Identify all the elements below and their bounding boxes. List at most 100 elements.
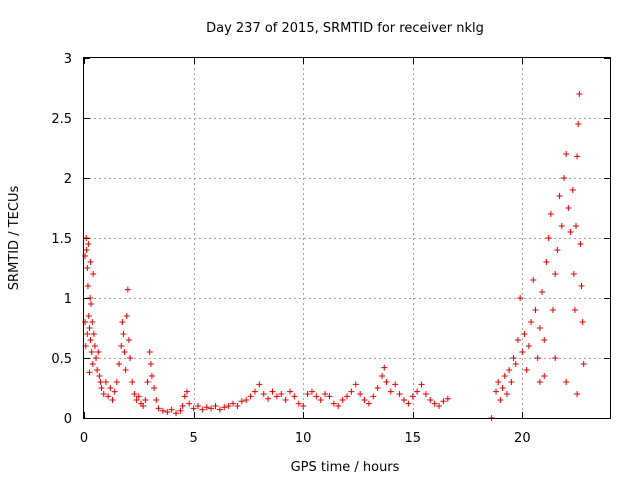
data-point [530,277,537,283]
data-point [552,355,559,361]
data-point [556,193,563,199]
data-point [291,393,298,400]
data-point [335,403,342,409]
data-point [131,391,138,397]
data-point [370,393,377,400]
data-point [579,319,586,325]
plot-frame [83,57,611,419]
data-point [91,343,98,349]
data-point [552,271,559,277]
data-point [96,373,103,379]
data-point [83,247,90,253]
y-tick-label: 2.5 [51,112,72,127]
data-point [84,331,91,337]
data-point [569,187,576,193]
data-point [234,403,241,409]
data-point [88,349,95,355]
data-point [326,393,333,400]
data-point [510,355,517,361]
y-tick-label: 0 [64,412,72,427]
data-point [238,398,245,405]
data-point [123,313,130,319]
data-point [105,393,112,400]
data-point [142,397,149,403]
data-point [550,307,557,313]
data-point [147,361,154,367]
data-point [94,367,101,373]
data-point [278,391,285,397]
data-point [497,397,504,403]
data-point [539,289,546,295]
data-point [282,397,289,403]
data-point [575,121,582,127]
data-point [118,343,125,349]
data-point [82,319,89,325]
x-tick-label: 0 [80,431,88,446]
data-point [251,388,258,395]
data-point [576,91,583,97]
data-point [295,400,302,407]
data-point [573,223,580,229]
data-point [499,385,506,391]
data-point [125,337,132,343]
data-point [501,373,508,379]
data-point [422,391,429,397]
data-point [521,331,528,337]
chart-title: Day 237 of 2015, SRMTID for receiver nkl… [206,21,484,36]
data-point [89,361,96,367]
data-point [339,397,346,403]
data-point [87,337,94,343]
data-point [503,391,510,397]
data-point [313,393,320,400]
data-point [82,253,89,259]
data-point [177,407,184,414]
data-point [90,271,97,277]
data-point [190,405,197,412]
data-point [574,391,581,397]
data-point [543,259,550,265]
data-point [357,391,364,397]
data-point [512,361,519,367]
data-point [396,391,403,397]
data-point [260,391,267,397]
data-point [168,406,175,413]
data-point [374,385,381,391]
x-tick-label: 10 [295,431,312,446]
data-point [578,283,585,289]
data-point [287,388,294,395]
data-point [565,205,572,211]
data-point [508,379,515,385]
data-point [567,229,574,235]
data-point [273,393,280,400]
data-point [84,283,91,289]
y-tick-label: 2 [64,172,72,187]
grid [84,58,610,418]
data-point [153,397,160,403]
data-point [541,337,548,343]
data-point [558,223,565,229]
data-point [87,295,94,301]
data-point [574,153,581,160]
data-point [545,235,552,241]
data-point [86,369,93,376]
data-point [577,241,584,247]
data-point [534,355,541,361]
data-point [100,391,107,397]
data-point [146,349,153,355]
data-point [256,381,263,388]
data-point [194,403,201,409]
data-point [199,406,206,413]
data-point [83,235,90,241]
data-point [387,388,394,395]
data-point [111,388,118,395]
data-point [541,373,548,379]
data-point [383,379,390,385]
data-point [116,361,123,367]
data-point [436,403,443,409]
data-point [93,355,100,361]
x-axis-label: GPS time / hours [291,460,400,475]
data-point [173,410,180,417]
data-point [102,379,109,385]
x-tick-label: 5 [189,431,197,446]
x-tick-label: 15 [404,431,421,446]
